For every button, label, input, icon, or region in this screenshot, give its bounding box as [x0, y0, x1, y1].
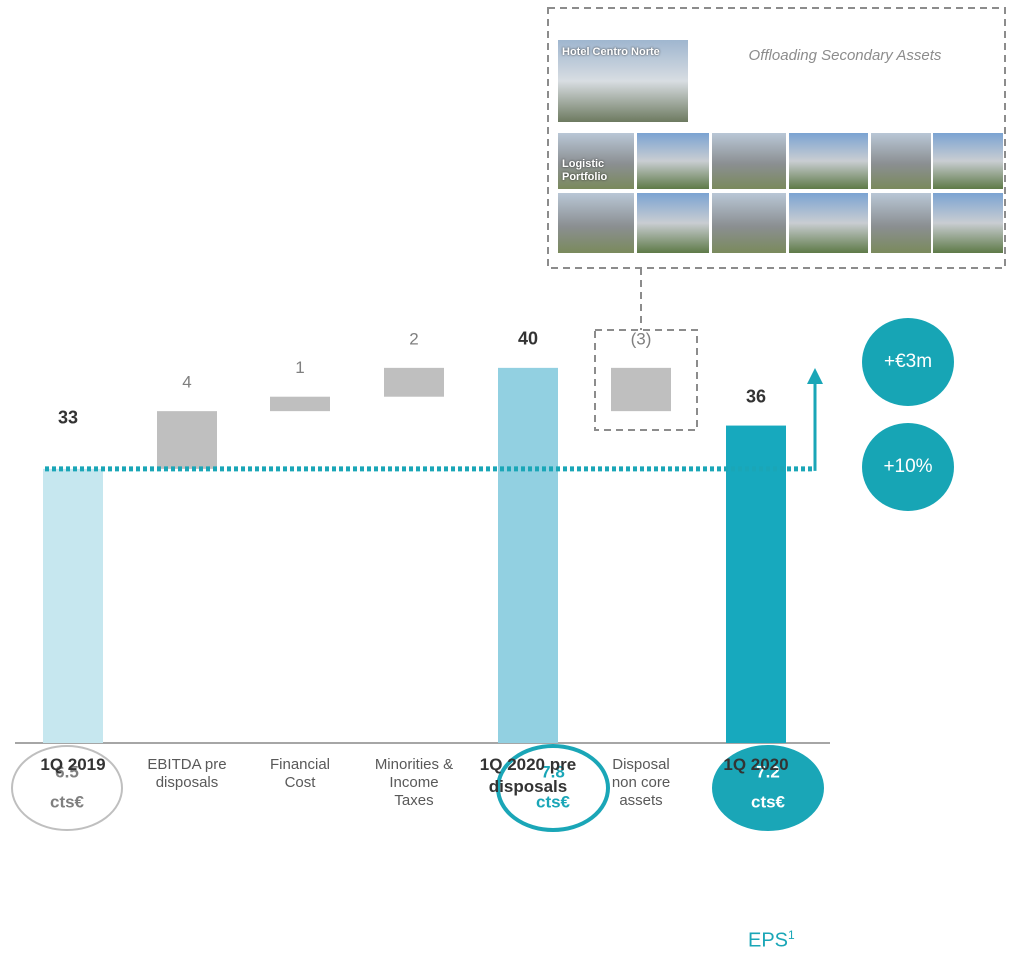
photo — [558, 40, 688, 122]
eps-circle — [712, 745, 824, 831]
eps-label: EPS — [748, 929, 789, 952]
value-label: 2 — [409, 329, 418, 348]
eps-unit: cts€ — [751, 792, 786, 811]
eps-unit: cts€ — [50, 792, 85, 811]
photo-label: Logistic Portfolio — [562, 158, 608, 183]
eps-value: 7.8 — [541, 762, 565, 781]
badge-label: +€3m — [884, 351, 932, 372]
eps-circle — [496, 744, 610, 832]
x-tick-label: Financial Cost — [269, 756, 331, 791]
value-label: 33 — [58, 408, 78, 428]
arrow-head — [807, 368, 823, 384]
badge — [862, 318, 954, 406]
bar — [270, 396, 330, 412]
bar — [498, 367, 558, 743]
bar — [384, 367, 444, 397]
x-tick-label: Disposal non core assets — [611, 756, 671, 809]
eps-unit: cts€ — [536, 792, 571, 811]
eps-value: 7.2 — [756, 762, 780, 781]
x-tick-label: EBITDA pre disposals — [147, 756, 227, 791]
badge — [862, 423, 954, 511]
highlight-box — [594, 329, 698, 431]
bar — [611, 367, 671, 412]
value-label: 1 — [295, 358, 304, 377]
x-tick-label: Minorities & Income Taxes — [374, 756, 454, 809]
bar — [726, 425, 786, 743]
value-label: 36 — [746, 386, 766, 406]
inset-box — [547, 7, 1006, 269]
bar — [157, 411, 217, 469]
photo-grid — [558, 133, 1003, 253]
photo-label: Hotel Centro Norte — [562, 46, 660, 58]
x-tick-label: 1Q 2020 pre disposals — [479, 755, 577, 796]
footnote-mark: 1 — [788, 928, 795, 942]
eps-circle — [11, 745, 123, 831]
badge-label: +10% — [883, 456, 932, 477]
x-tick-label: 1Q 2020 — [723, 755, 789, 774]
inset-title: Offloading Secondary Assets — [748, 47, 942, 64]
value-label: (3) — [631, 329, 652, 348]
eps-title: EPS1 — [748, 928, 795, 953]
x-tick-label: 1Q 2019 — [40, 755, 106, 774]
eps-value: 6.5 — [55, 762, 79, 781]
value-label: 40 — [518, 329, 538, 349]
value-label: 4 — [182, 373, 191, 392]
bar — [43, 468, 103, 743]
